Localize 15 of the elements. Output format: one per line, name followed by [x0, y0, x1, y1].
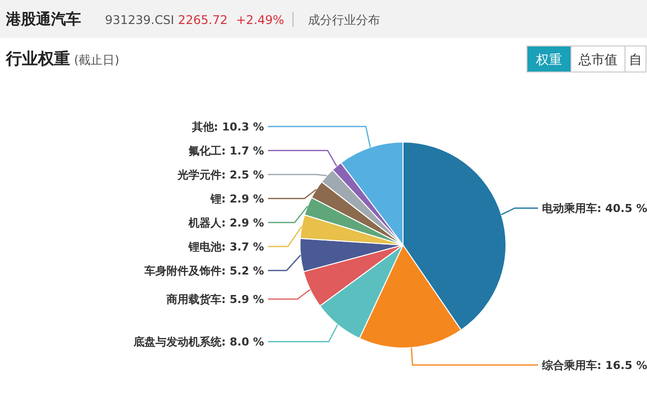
chart-subtitle: (截止日) — [74, 53, 120, 67]
slice-label: 机器人: 2.9 % — [187, 216, 264, 230]
slice-label: 底盘与发动机系统: 8.0 % — [132, 336, 264, 349]
slice-label: 其他: 10.3 % — [190, 120, 264, 134]
slice-label: 电动乘用车: 40.5 % — [542, 202, 647, 216]
header: 港股通汽车 931239.CSI 2265.72 +2.49% 成分行业分布 — [6, 10, 380, 28]
slice-label: 光学元件: 2.5 % — [176, 168, 264, 182]
slice-label: 锂电池: 3.7 % — [187, 240, 264, 254]
slice-label: 商用载货车: 5.9 % — [165, 293, 264, 306]
slice-label: 氟化工: 1.7 % — [187, 144, 264, 158]
chart-title: 行业权重 — [5, 49, 70, 68]
tabs: 权重 总市值 自 — [526, 46, 646, 72]
slice-label: 锂: 2.9 % — [209, 192, 264, 206]
slice-label: 综合乘用车: 16.5 % — [541, 359, 647, 372]
slice-label: 车身附件及饰件: 5.2 % — [143, 264, 264, 278]
